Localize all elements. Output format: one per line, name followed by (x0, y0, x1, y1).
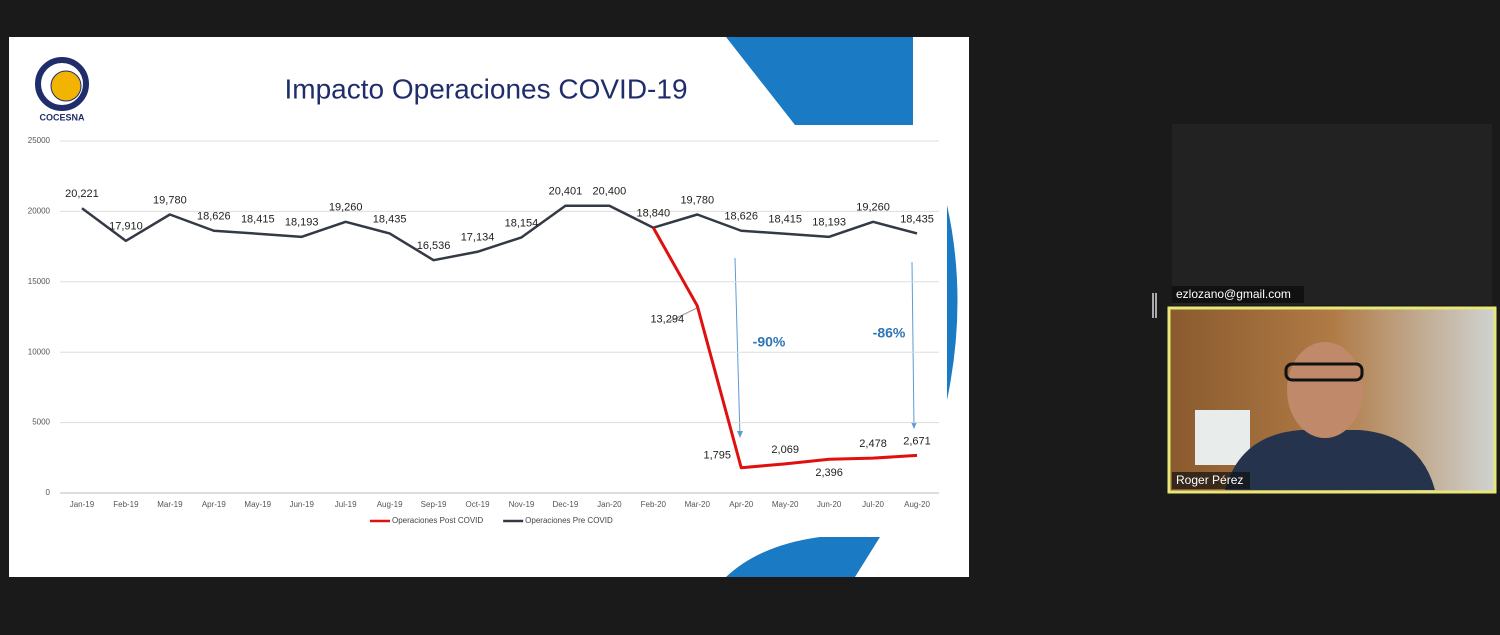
data-label: 18,626 (197, 211, 231, 223)
x-tick-label: May-20 (772, 500, 799, 509)
data-label: 2,396 (815, 467, 843, 479)
data-label: 20,400 (593, 186, 627, 198)
legend-label: Operaciones Pre COVID (525, 516, 613, 525)
data-label: 18,193 (812, 217, 846, 229)
leader-line (669, 307, 698, 322)
data-label: 2,478 (859, 438, 887, 450)
y-tick-label: 25000 (28, 136, 51, 145)
series-line (652, 226, 918, 470)
data-label: 18,840 (636, 208, 670, 220)
x-tick-label: Jun-19 (289, 500, 314, 509)
participant-name: ezlozano@gmail.com (1176, 287, 1291, 301)
data-label: 17,134 (461, 232, 495, 244)
data-label: 20,401 (549, 186, 583, 198)
data-label: 2,671 (903, 435, 931, 447)
decor-top (726, 37, 913, 125)
data-label: 18,415 (241, 214, 275, 226)
x-tick-label: Aug-19 (377, 500, 403, 509)
chart-title: Impacto Operaciones COVID-19 (284, 73, 687, 104)
data-label: 18,154 (505, 217, 539, 229)
x-tick-label: Jul-19 (335, 500, 357, 509)
arrow-head (911, 422, 917, 429)
x-tick-label: Oct-19 (466, 500, 491, 509)
splitter (1152, 293, 1154, 318)
data-label: 19,780 (153, 194, 187, 206)
data-label: 19,260 (329, 202, 363, 214)
name-tag (1172, 472, 1250, 489)
arrow (911, 261, 915, 429)
participant-name: Roger Pérez (1176, 473, 1243, 487)
logo-text: COCESNA (39, 112, 85, 122)
data-label: 17,910 (109, 221, 143, 233)
x-tick-label: Nov-19 (509, 500, 535, 509)
decor-right (947, 205, 958, 400)
annotation: -90% (753, 334, 786, 350)
slide (9, 37, 969, 577)
data-label: 18,435 (900, 213, 934, 225)
y-tick-label: 10000 (28, 347, 51, 356)
x-tick-label: Jan-19 (70, 500, 95, 509)
data-label: 18,193 (285, 217, 319, 229)
x-tick-label: Jul-20 (862, 500, 884, 509)
video-poster (1195, 410, 1250, 465)
logo (35, 57, 89, 111)
arrow (734, 257, 741, 438)
arrow-head (737, 431, 743, 438)
data-label: 20,221 (65, 188, 99, 200)
data-label: 19,260 (856, 202, 890, 214)
x-tick-label: Apr-20 (729, 500, 754, 509)
x-tick-label: Feb-20 (641, 500, 667, 509)
x-tick-label: Jan-20 (597, 500, 622, 509)
data-label: 16,536 (417, 240, 451, 252)
x-tick-label: Mar-19 (157, 500, 183, 509)
data-label: 18,415 (768, 214, 802, 226)
data-label: 18,435 (373, 213, 407, 225)
legend-label: Operaciones Post COVID (392, 516, 483, 525)
data-label: 19,780 (680, 194, 714, 206)
data-label: 13,294 (650, 314, 684, 326)
data-label: 2,069 (771, 444, 799, 456)
series-line (81, 204, 918, 262)
y-tick-label: 5000 (32, 418, 50, 427)
x-tick-label: Apr-19 (202, 500, 227, 509)
x-tick-label: Feb-19 (113, 500, 139, 509)
data-label: 18,626 (724, 211, 758, 223)
y-tick-label: 0 (46, 488, 51, 497)
x-tick-label: Sep-19 (421, 500, 447, 509)
x-tick-label: Aug-20 (904, 500, 930, 509)
y-tick-label: 15000 (28, 277, 51, 286)
x-tick-label: Dec-19 (553, 500, 579, 509)
video-person-body (1225, 430, 1435, 490)
name-tag (1172, 286, 1304, 303)
y-tick-label: 20000 (28, 207, 51, 216)
x-tick-label: May-19 (244, 500, 271, 509)
data-label: 1,795 (703, 450, 731, 462)
annotation: -86% (873, 325, 906, 341)
logo-globe (50, 70, 82, 102)
x-tick-label: Mar-20 (685, 500, 711, 509)
decor-bottom (726, 537, 880, 577)
participant-tile (1172, 124, 1492, 305)
video-person-head (1287, 342, 1363, 438)
x-tick-label: Jun-20 (817, 500, 842, 509)
video-person-glasses (1284, 362, 1364, 382)
splitter (1155, 293, 1157, 318)
